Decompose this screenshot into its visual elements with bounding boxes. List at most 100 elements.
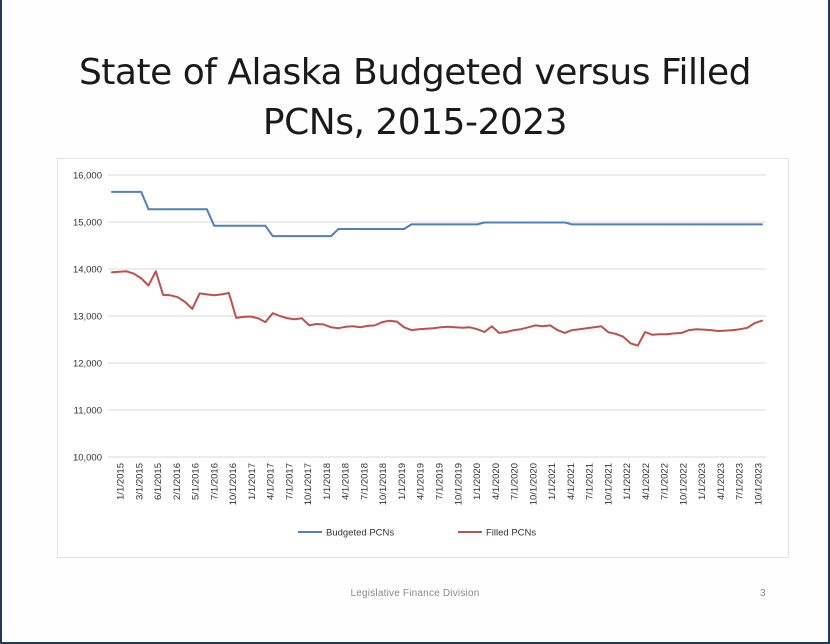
- data-point: [272, 312, 274, 314]
- data-point: [235, 225, 237, 227]
- data-point: [272, 235, 274, 237]
- x-tick-label: 7/1/2017: [284, 463, 295, 500]
- data-point: [761, 223, 763, 225]
- data-point: [374, 324, 376, 326]
- series-line-filled: [111, 270, 763, 347]
- data-point: [666, 333, 668, 335]
- slide-title: State of Alaska Budgeted versus Filled P…: [2, 48, 828, 148]
- data-point: [425, 223, 427, 225]
- data-point: [644, 223, 646, 225]
- x-tick-label: 1/1/2017: [247, 463, 258, 500]
- data-point: [513, 329, 515, 331]
- data-point: [388, 320, 391, 322]
- data-point: [702, 223, 705, 225]
- data-point: [724, 223, 727, 225]
- data-point: [615, 333, 617, 335]
- data-point: [564, 332, 566, 334]
- data-point: [454, 326, 456, 328]
- data-point: [454, 223, 456, 225]
- x-tick-label: 10/1/2019: [453, 463, 464, 505]
- data-point: [381, 321, 383, 323]
- data-point: [651, 334, 654, 336]
- data-point: [162, 208, 164, 210]
- data-point: [739, 223, 741, 225]
- data-point: [615, 223, 617, 225]
- data-point: [520, 221, 522, 224]
- data-point: [257, 225, 259, 227]
- data-point: [118, 191, 120, 193]
- x-tick-label: 4/1/2019: [416, 463, 427, 500]
- data-point: [279, 235, 281, 237]
- x-tick-label: 4/1/2017: [266, 463, 277, 500]
- data-point: [483, 221, 486, 224]
- data-point: [491, 325, 493, 327]
- data-point: [308, 235, 310, 237]
- data-point: [432, 327, 434, 329]
- data-point: [710, 223, 712, 225]
- data-point: [505, 221, 507, 224]
- x-tick-label: 3/1/2015: [134, 463, 145, 500]
- data-point: [688, 223, 690, 225]
- data-point: [242, 225, 245, 227]
- data-point: [155, 208, 157, 210]
- x-tick-label: 10/1/2021: [603, 463, 614, 505]
- series-line-budgeted: [111, 190, 763, 238]
- data-point: [147, 284, 150, 287]
- data-point: [213, 294, 215, 296]
- data-point: [754, 322, 756, 324]
- x-tick-label: 7/1/2021: [585, 463, 596, 500]
- x-tick-label: 7/1/2019: [435, 463, 446, 500]
- data-point: [659, 333, 661, 335]
- data-point: [425, 328, 427, 330]
- data-point: [717, 330, 719, 332]
- data-point: [264, 321, 266, 323]
- x-tick-label: 10/1/2022: [678, 463, 689, 505]
- data-point: [732, 223, 734, 225]
- data-point: [337, 228, 340, 230]
- data-point: [600, 325, 602, 327]
- data-point: [418, 328, 420, 330]
- y-tick-label: 10,000: [73, 453, 102, 464]
- data-point: [140, 191, 142, 193]
- data-point: [754, 223, 756, 225]
- x-tick-label: 6/1/2015: [153, 463, 164, 500]
- data-point: [600, 223, 602, 225]
- data-point: [279, 315, 281, 317]
- data-point: [637, 345, 639, 347]
- data-point: [352, 325, 354, 327]
- line-chart: 10,000 11,000 12,000 13,000 14,000 15,000 16,0…: [73, 171, 766, 539]
- data-point: [213, 225, 215, 227]
- data-point: [184, 208, 186, 210]
- x-tick-label: 10/1/2023: [754, 463, 765, 505]
- data-point: [571, 223, 573, 225]
- data-point: [264, 225, 266, 227]
- data-point: [162, 294, 164, 296]
- data-point: [440, 223, 442, 225]
- x-tick-label: 2/1/2016: [172, 463, 183, 500]
- data-point: [257, 317, 259, 319]
- data-point: [396, 228, 398, 230]
- data-point: [286, 317, 288, 319]
- x-tick-label: 1/1/2023: [697, 463, 708, 500]
- data-point: [206, 293, 208, 295]
- y-tick-label: 14,000: [73, 265, 102, 276]
- data-point: [586, 223, 588, 225]
- data-point: [673, 223, 675, 225]
- x-tick-label: 1/1/2021: [547, 463, 558, 500]
- data-point: [403, 228, 405, 230]
- data-point: [732, 329, 734, 331]
- data-point: [739, 328, 741, 330]
- data-point: [461, 223, 464, 225]
- data-point: [578, 328, 581, 330]
- data-point: [622, 223, 624, 225]
- data-point: [702, 329, 705, 331]
- data-point: [571, 329, 573, 331]
- data-point: [498, 332, 500, 334]
- data-point: [199, 208, 201, 210]
- data-point: [126, 270, 128, 272]
- data-point: [396, 321, 398, 323]
- data-point: [520, 328, 522, 330]
- data-point: [286, 235, 288, 237]
- data-point: [403, 326, 405, 328]
- y-tick-label: 12,000: [73, 359, 102, 370]
